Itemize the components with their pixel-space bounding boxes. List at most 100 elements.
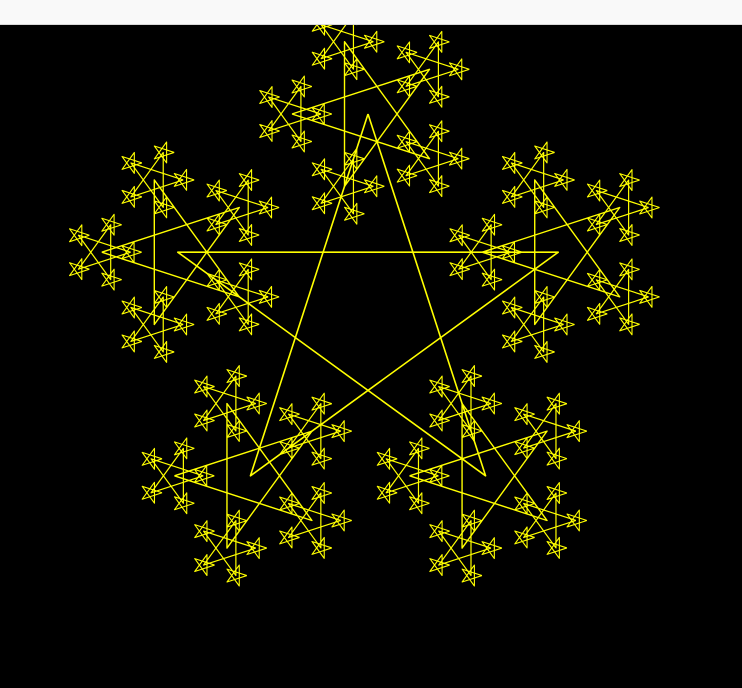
pentagram-star-level-1 (291, 41, 431, 187)
pentagram-star-level-3 (173, 313, 195, 336)
pentagram-star-level-3 (258, 196, 280, 219)
pentagram-star-level-3 (226, 509, 248, 532)
pentagram-star-level-3 (514, 526, 535, 549)
pentagram-star-level-2 (405, 130, 459, 187)
pentagram-star-level-0 (176, 113, 560, 477)
pentagram-star-level-2 (595, 179, 649, 236)
pentagram-star-level-3 (376, 447, 398, 470)
pentagram-star-level-3 (238, 313, 260, 336)
pentagram-star-level-2 (510, 151, 564, 208)
pentagram-star-level-3 (153, 196, 175, 219)
pentagram-star-level-3 (238, 258, 260, 281)
pentagram-star-level-3 (238, 169, 260, 192)
pentagram-star-level-3 (448, 147, 470, 170)
pentagram-star-level-3 (193, 464, 215, 487)
pentagram-star-level-3 (396, 75, 418, 98)
pentagram-star-level-3 (194, 375, 215, 398)
pentagram-star-level-3 (291, 75, 313, 98)
pentagram-star-level-3 (429, 520, 450, 543)
pentagram-star-level-3 (206, 213, 228, 236)
pentagram-star-level-1 (481, 179, 621, 326)
pentagram-star-level-3 (153, 141, 175, 164)
pentagram-star-level-3 (428, 85, 450, 108)
pentagram-star-level-3 (619, 224, 640, 246)
pentagram-star-level-3 (554, 313, 575, 336)
pentagram-star-level-3 (121, 296, 143, 319)
pentagram-star-level-3 (121, 241, 142, 264)
pentagram-star-level-3 (461, 420, 483, 442)
pentagram-star-level-3 (514, 403, 535, 426)
pentagram-star-level-3 (461, 564, 483, 587)
pentagram-star-level-3 (448, 58, 470, 81)
pentagram-star-level-3 (194, 520, 215, 543)
pentagram-star-level-3 (279, 492, 300, 515)
pentagram-star-level-2 (150, 447, 204, 504)
pentagram-star-level-3 (226, 365, 248, 388)
pentagram-star-level-3 (639, 285, 660, 308)
pentagram-star-level-3 (311, 536, 332, 559)
pentagram-star-level-3 (428, 30, 450, 53)
pentagram-star-level-3 (206, 302, 228, 325)
pentagram-star-level-3 (566, 509, 588, 532)
pentagram-star-level-2 (595, 268, 649, 325)
pentagram-star-level-3 (501, 151, 523, 174)
pentagram-star-level-2 (77, 224, 131, 281)
pentagram-star-level-3 (311, 158, 333, 181)
pentagram-star-level-3 (311, 482, 332, 504)
pentagram-star-level-3 (501, 241, 523, 264)
pentagram-star-level-3 (461, 365, 483, 388)
pentagram-star-level-2 (202, 375, 257, 432)
pentagram-star-level-3 (69, 258, 90, 281)
pentagram-star-level-2 (510, 296, 564, 353)
pentagram-star-level-3 (554, 168, 575, 191)
pentagram-star-level-3 (534, 196, 555, 219)
pentagram-star-level-2 (405, 41, 459, 98)
pentagram-star-level-3 (481, 392, 503, 415)
pentagram-star-level-2 (320, 158, 374, 215)
pentagram-star-level-3 (586, 302, 608, 325)
pentagram-star-level-3 (363, 30, 385, 53)
pentagram-star-level-3 (121, 330, 143, 353)
pentagram-star-level-3 (101, 268, 122, 291)
pentagram-star-level-3 (258, 285, 280, 308)
pentagram-star-level-3 (429, 554, 450, 577)
pentagram-star-level-3 (194, 409, 215, 432)
pentagram-star-level-3 (246, 537, 267, 560)
pentagram-star-level-3 (279, 526, 300, 549)
pentagram-star-level-2 (268, 85, 322, 143)
pentagram-star-level-3 (279, 403, 300, 426)
pentagram-fractal-drawing (69, 25, 660, 587)
pentagram-star-level-3 (173, 437, 195, 460)
pentagram-star-level-2 (458, 224, 512, 281)
pentagram-star-level-3 (546, 447, 568, 470)
pentagram-star-level-3 (514, 492, 535, 515)
pentagram-star-level-3 (226, 420, 248, 442)
pentagram-star-level-3 (534, 340, 555, 363)
pentagram-star-level-3 (259, 86, 280, 109)
pentagram-star-level-3 (344, 58, 365, 81)
pentagram-star-level-3 (153, 340, 175, 363)
pentagram-star-level-1 (101, 179, 240, 326)
pentagram-star-level-3 (586, 179, 608, 202)
pentagram-star-level-3 (311, 25, 333, 36)
pentagram-star-level-2 (130, 151, 184, 208)
pentagram-star-level-3 (331, 420, 352, 443)
pentagram-star-level-3 (546, 536, 568, 559)
pentagram-star-level-3 (429, 409, 450, 432)
pentagram-star-level-3 (376, 481, 398, 504)
pentagram-star-level-3 (194, 554, 215, 577)
pentagram-star-level-3 (534, 286, 555, 308)
pentagram-star-level-3 (121, 185, 143, 208)
pentagram-star-level-3 (331, 509, 352, 532)
pentagram-star-level-3 (481, 537, 503, 560)
pentagram-star-level-3 (206, 179, 228, 202)
pentagram-star-level-3 (501, 330, 523, 353)
pentagram-star-level-2 (287, 492, 341, 549)
pentagram-star-level-3 (311, 447, 332, 470)
pentagram-star-level-3 (311, 103, 333, 125)
pentagram-star-level-3 (344, 147, 365, 170)
pentagram-star-level-2 (215, 179, 269, 236)
pentagram-star-level-3 (238, 224, 260, 246)
pentagram-star-level-3 (279, 437, 300, 460)
pentagram-star-level-2 (385, 447, 439, 504)
